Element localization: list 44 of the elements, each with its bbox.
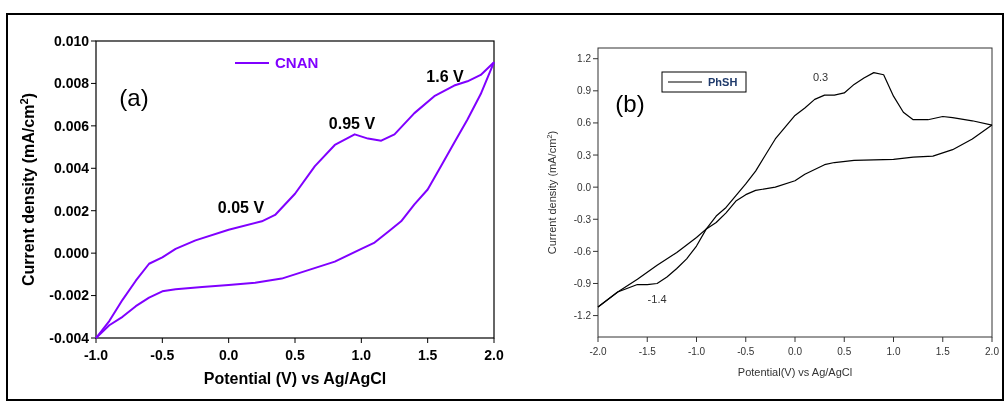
x-tick-label: 1.5 — [935, 346, 951, 357]
x-tick-label: 1.0 — [886, 346, 901, 357]
legend-label: PhSH — [708, 75, 738, 88]
x-axis-title: Potential(V) vs Ag/AgCl — [737, 365, 853, 378]
x-tick-label: -1.0 — [687, 346, 706, 357]
y-tick-label: 1.2 — [577, 53, 592, 65]
y-tick-label: -0.6 — [573, 245, 592, 257]
annotation: 0.3 — [812, 71, 829, 84]
x-tick-label: -0.5 — [737, 346, 755, 357]
x-tick-label: -2.0 — [589, 346, 608, 357]
annotation: (a) — [119, 84, 149, 111]
y-tick-label: -0.9 — [573, 277, 592, 289]
x-tick-label: 1.0 — [351, 347, 372, 363]
y-tick-label: 0.0 — [577, 181, 592, 193]
annotation: 0.95 V — [328, 115, 376, 132]
x-tick-label: 0.5 — [837, 346, 852, 357]
y-tick-label: -0.3 — [573, 213, 592, 225]
x-tick-label: 1.5 — [417, 347, 438, 363]
y-tick-label: 0.3 — [577, 149, 592, 161]
annotation: -1.4 — [647, 293, 667, 306]
x-tick-label: 0.0 — [218, 347, 239, 363]
y-tick-label: 0.000 — [53, 245, 90, 262]
x-tick-label: -1.0 — [83, 347, 109, 363]
y-tick-label: 0.002 — [53, 202, 90, 219]
y-tick-label: 0.004 — [53, 160, 90, 177]
x-tick-label: 2.0 — [985, 346, 1000, 357]
y-tick-label: 0.010 — [53, 32, 90, 49]
x-tick-label: 0.0 — [788, 346, 803, 357]
y-tick-label: -0.004 — [49, 329, 90, 346]
y-tick-label: 0.008 — [53, 75, 90, 92]
y-tick-label: -1.2 — [573, 310, 592, 322]
annotation: (b) — [615, 90, 645, 117]
x-tick-label: 0.5 — [285, 347, 305, 363]
annotation: 1.6 V — [426, 68, 465, 85]
x-tick-label: 2.0 — [484, 347, 504, 363]
y-tick-label: 0.6 — [577, 117, 592, 129]
x-axis-title: Potential (V) vs Ag/AgCl — [203, 369, 387, 387]
annotation: 0.05 V — [217, 199, 265, 216]
y-tick-label: 0.9 — [577, 85, 592, 97]
x-tick-label: -0.5 — [150, 347, 175, 363]
legend-label: CNAN — [275, 54, 319, 72]
x-tick-label: -1.5 — [638, 346, 657, 357]
y-tick-label: -0.002 — [49, 287, 90, 304]
y-tick-label: 0.006 — [53, 117, 90, 134]
